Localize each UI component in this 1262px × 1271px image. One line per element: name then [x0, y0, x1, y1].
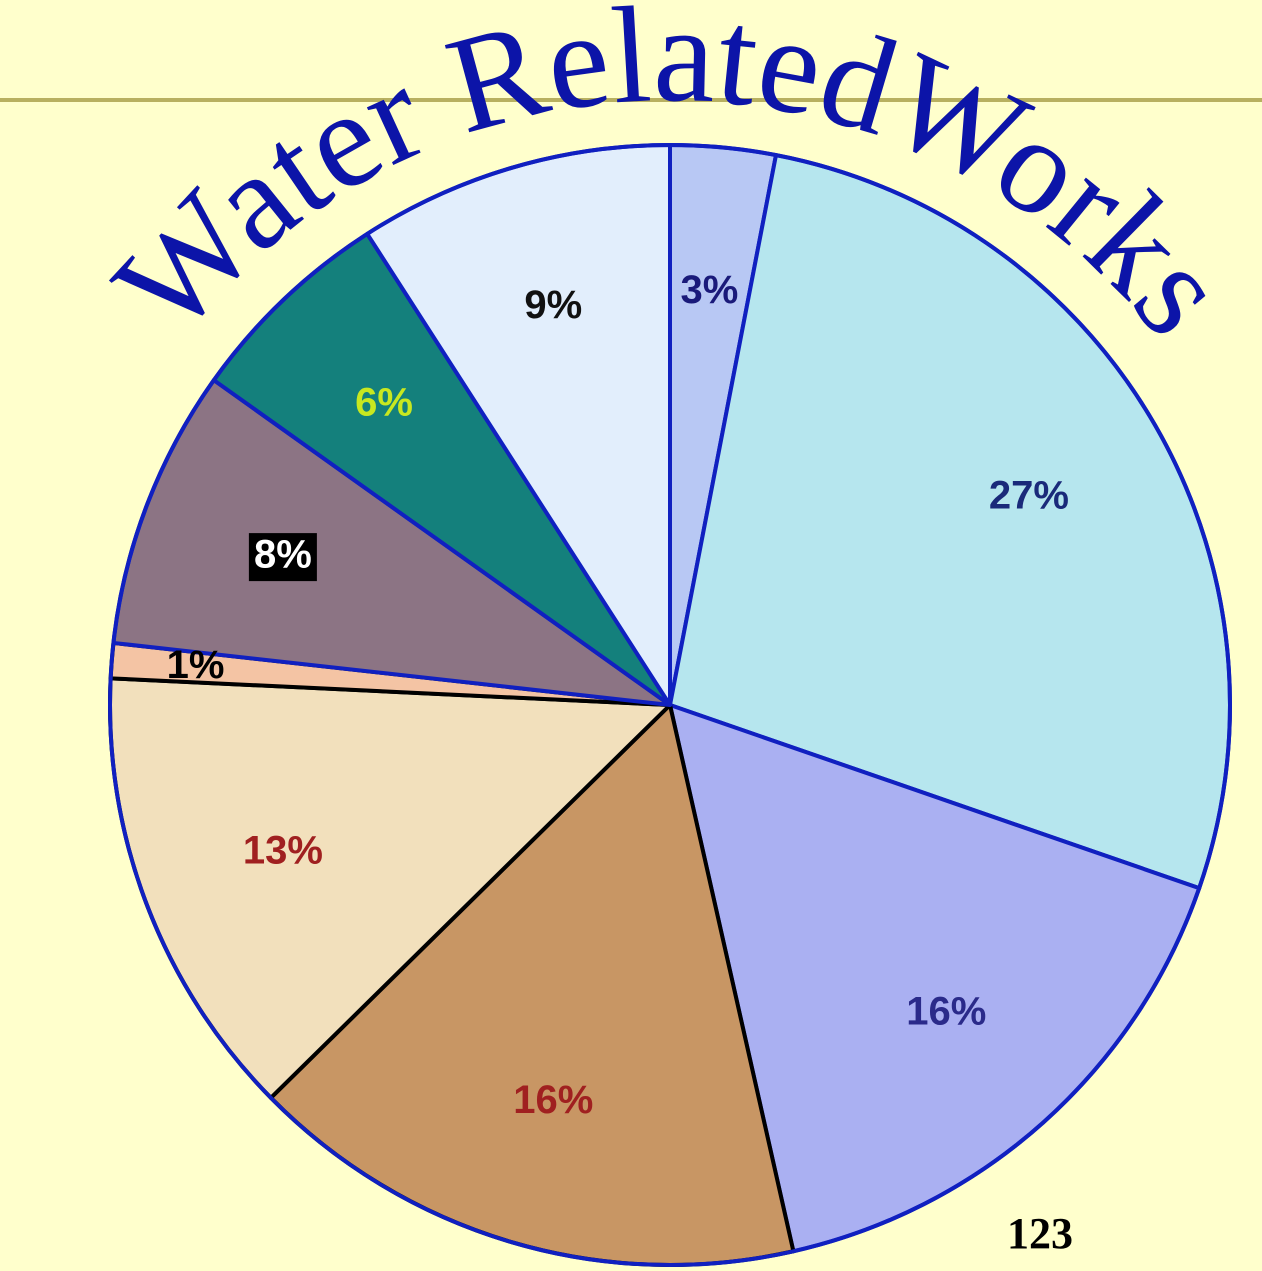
data-label: 16%: [906, 989, 986, 1033]
page-number: 123: [1007, 1209, 1073, 1258]
data-label: 16%: [513, 1078, 593, 1122]
data-label: 8%: [254, 533, 312, 577]
data-label: 27%: [989, 473, 1069, 517]
pie: 3% 27% 16% 16% 13% 1% 8% 6% 9%: [108, 143, 1232, 1267]
data-label: 13%: [243, 828, 323, 872]
data-label: 6%: [355, 381, 413, 425]
data-label: 9%: [524, 283, 582, 327]
data-label: 3%: [680, 268, 738, 312]
pie-outline: [108, 143, 1232, 1267]
label-background: [248, 533, 317, 582]
data-label: 1%: [167, 643, 225, 687]
